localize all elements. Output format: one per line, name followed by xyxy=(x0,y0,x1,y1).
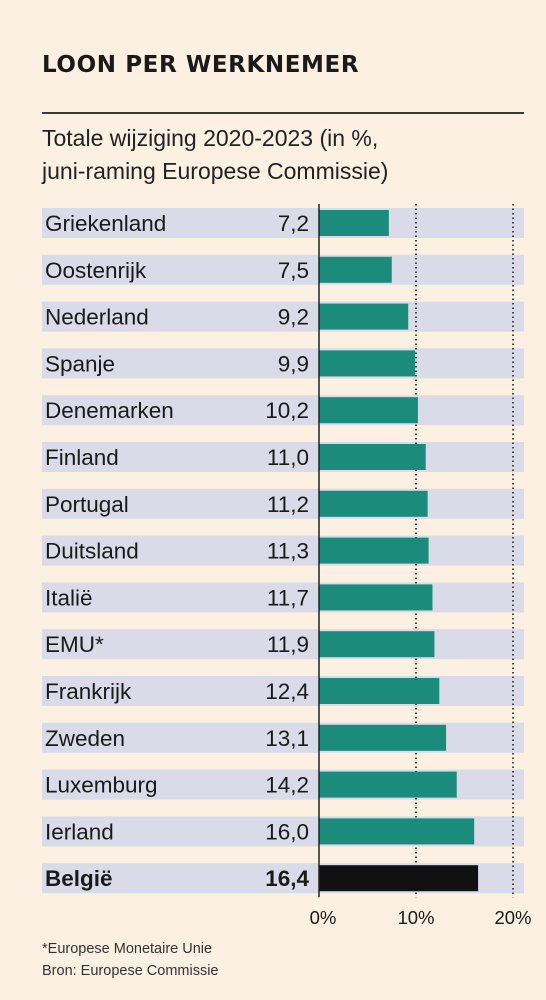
value-label: 10,2 xyxy=(265,398,309,423)
row-band xyxy=(42,488,524,519)
category-label: Duitsland xyxy=(45,539,139,564)
bar-denemarken xyxy=(319,397,418,424)
bar-spanje xyxy=(319,350,416,377)
category-label: België xyxy=(45,866,113,891)
bar-chart: Griekenland 7,2 Oostenrijk 7,5 Nederland 9,2 S… xyxy=(42,204,532,928)
category-label: Luxemburg xyxy=(45,773,158,798)
value-label: 16,0 xyxy=(265,819,309,844)
bar-finland xyxy=(319,444,426,470)
category-label: Nederland xyxy=(45,305,149,330)
title-divider xyxy=(42,112,524,114)
value-label: 11,2 xyxy=(267,492,309,517)
value-label: 11,3 xyxy=(267,539,309,564)
bar-griekenland xyxy=(319,210,389,236)
bar-ierland xyxy=(319,818,475,845)
value-label: 16,4 xyxy=(265,866,309,891)
row-band xyxy=(42,254,524,285)
value-label: 9,9 xyxy=(278,351,309,376)
row-band xyxy=(42,582,524,613)
bar-duitsland xyxy=(319,537,429,564)
row-band xyxy=(42,348,524,379)
value-label: 13,1 xyxy=(265,726,309,751)
category-label: Zweden xyxy=(45,726,125,751)
value-label: 11,7 xyxy=(267,585,309,610)
category-label: Oostenrijk xyxy=(45,258,147,283)
bar-belgi xyxy=(319,865,479,892)
bar-zweden xyxy=(319,724,447,751)
row-band xyxy=(42,395,524,426)
bar-emu xyxy=(319,631,435,658)
subtitle-line-2: juni-raming Europese Commissie) xyxy=(42,158,389,184)
category-label: Finland xyxy=(45,445,119,470)
value-label: 11,9 xyxy=(267,632,309,657)
row-band xyxy=(42,676,524,706)
x-tick-label: 10% xyxy=(397,907,434,928)
row-band xyxy=(42,535,524,566)
x-tick-label: 20% xyxy=(494,907,531,928)
category-label: Spanje xyxy=(45,351,115,376)
bar-luxemburg xyxy=(319,771,457,798)
category-label: Ierland xyxy=(45,819,114,844)
value-label: 9,2 xyxy=(278,305,309,330)
chart-subtitle: Totale wijziging 2020-2023 (in %, juni-r… xyxy=(42,122,532,188)
value-label: 14,2 xyxy=(265,773,309,798)
value-label: 11,0 xyxy=(267,445,309,470)
value-label: 12,4 xyxy=(265,679,309,704)
bar-oostenrijk xyxy=(319,256,392,283)
value-label: 7,5 xyxy=(278,258,309,283)
category-label: EMU* xyxy=(45,632,104,657)
row-band xyxy=(42,301,524,332)
subtitle-line-1: Totale wijziging 2020-2023 (in %, xyxy=(42,125,379,151)
footnote: *Europese Monetaire Unie xyxy=(42,941,213,957)
x-tick-label: 0% xyxy=(310,907,337,928)
category-label: Portugal xyxy=(45,492,129,517)
category-label: Frankrijk xyxy=(45,679,132,704)
bar-nederland xyxy=(319,303,409,330)
row-band xyxy=(42,208,524,238)
footnote-block: *Europese Monetaire Unie Bron: Europese … xyxy=(42,938,219,982)
category-label: Griekenland xyxy=(45,211,166,236)
category-label: Denemarken xyxy=(45,398,174,423)
value-label: 7,2 xyxy=(278,211,309,236)
bar-portugal xyxy=(319,490,428,517)
row-band xyxy=(42,629,524,660)
source-note: Bron: Europese Commissie xyxy=(42,963,219,979)
bar-frankrijk xyxy=(319,678,440,704)
chart-title: LOON PER WERKNEMER xyxy=(42,52,360,78)
row-band xyxy=(42,442,524,472)
bar-itali xyxy=(319,584,433,611)
category-label: Italië xyxy=(45,585,93,610)
